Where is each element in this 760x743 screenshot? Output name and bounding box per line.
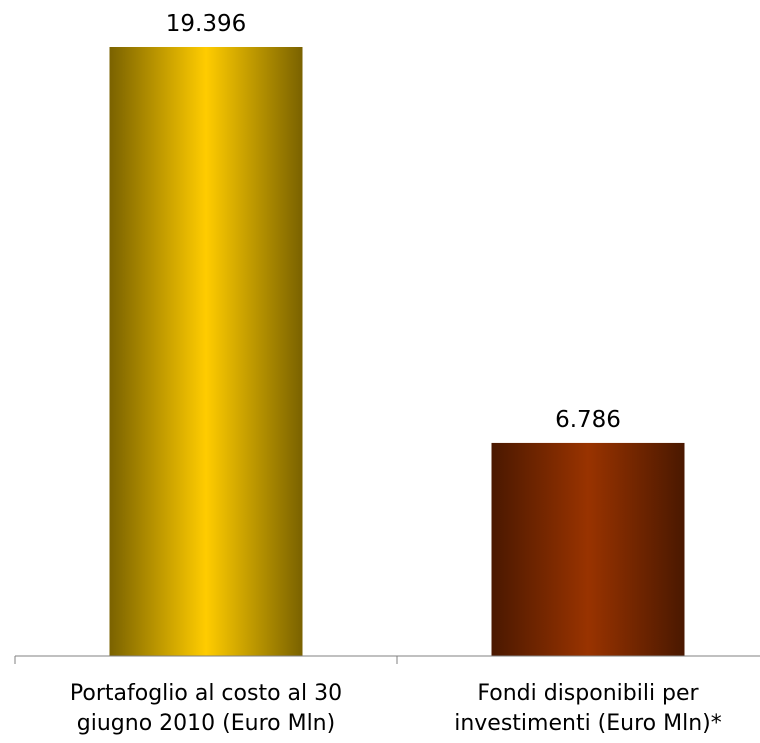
category-label-line: Portafoglio al costo al 30 — [70, 681, 342, 706]
x-axis — [15, 656, 760, 664]
category-label-line: investimenti (Euro Mln)* — [454, 711, 722, 736]
value-label-2: 6.786 — [555, 407, 621, 433]
category-label-line: giugno 2010 (Euro Mln) — [77, 711, 335, 736]
category-label-line: Fondi disponibili per — [477, 681, 699, 706]
bars — [110, 47, 685, 656]
bar-1 — [110, 47, 303, 656]
value-label-1: 19.396 — [166, 11, 246, 37]
category-label-2: Fondi disponibili per investimenti (Euro … — [454, 681, 722, 736]
category-labels: Portafoglio al costo al 30 giugno 2010 (E… — [70, 681, 722, 736]
bar-2 — [492, 443, 685, 656]
category-label-1: Portafoglio al costo al 30 giugno 2010 (E… — [70, 681, 342, 736]
